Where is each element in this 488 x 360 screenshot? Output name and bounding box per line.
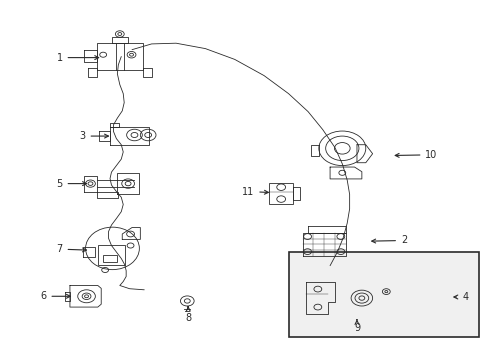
Text: 7: 7 [56, 244, 86, 254]
Text: 10: 10 [394, 150, 437, 160]
Bar [98, 245, 124, 265]
Text: 9: 9 [353, 320, 359, 333]
Bar [289, 252, 478, 337]
Text: 4: 4 [453, 292, 468, 302]
Bar [269, 183, 292, 204]
Text: 8: 8 [185, 307, 191, 323]
Text: 6: 6 [40, 291, 70, 301]
Text: 1: 1 [56, 53, 99, 63]
Text: 3: 3 [79, 131, 108, 141]
Bar [102, 255, 117, 262]
Text: 5: 5 [56, 179, 86, 189]
Text: 11: 11 [242, 186, 268, 197]
Text: 2: 2 [371, 235, 407, 246]
